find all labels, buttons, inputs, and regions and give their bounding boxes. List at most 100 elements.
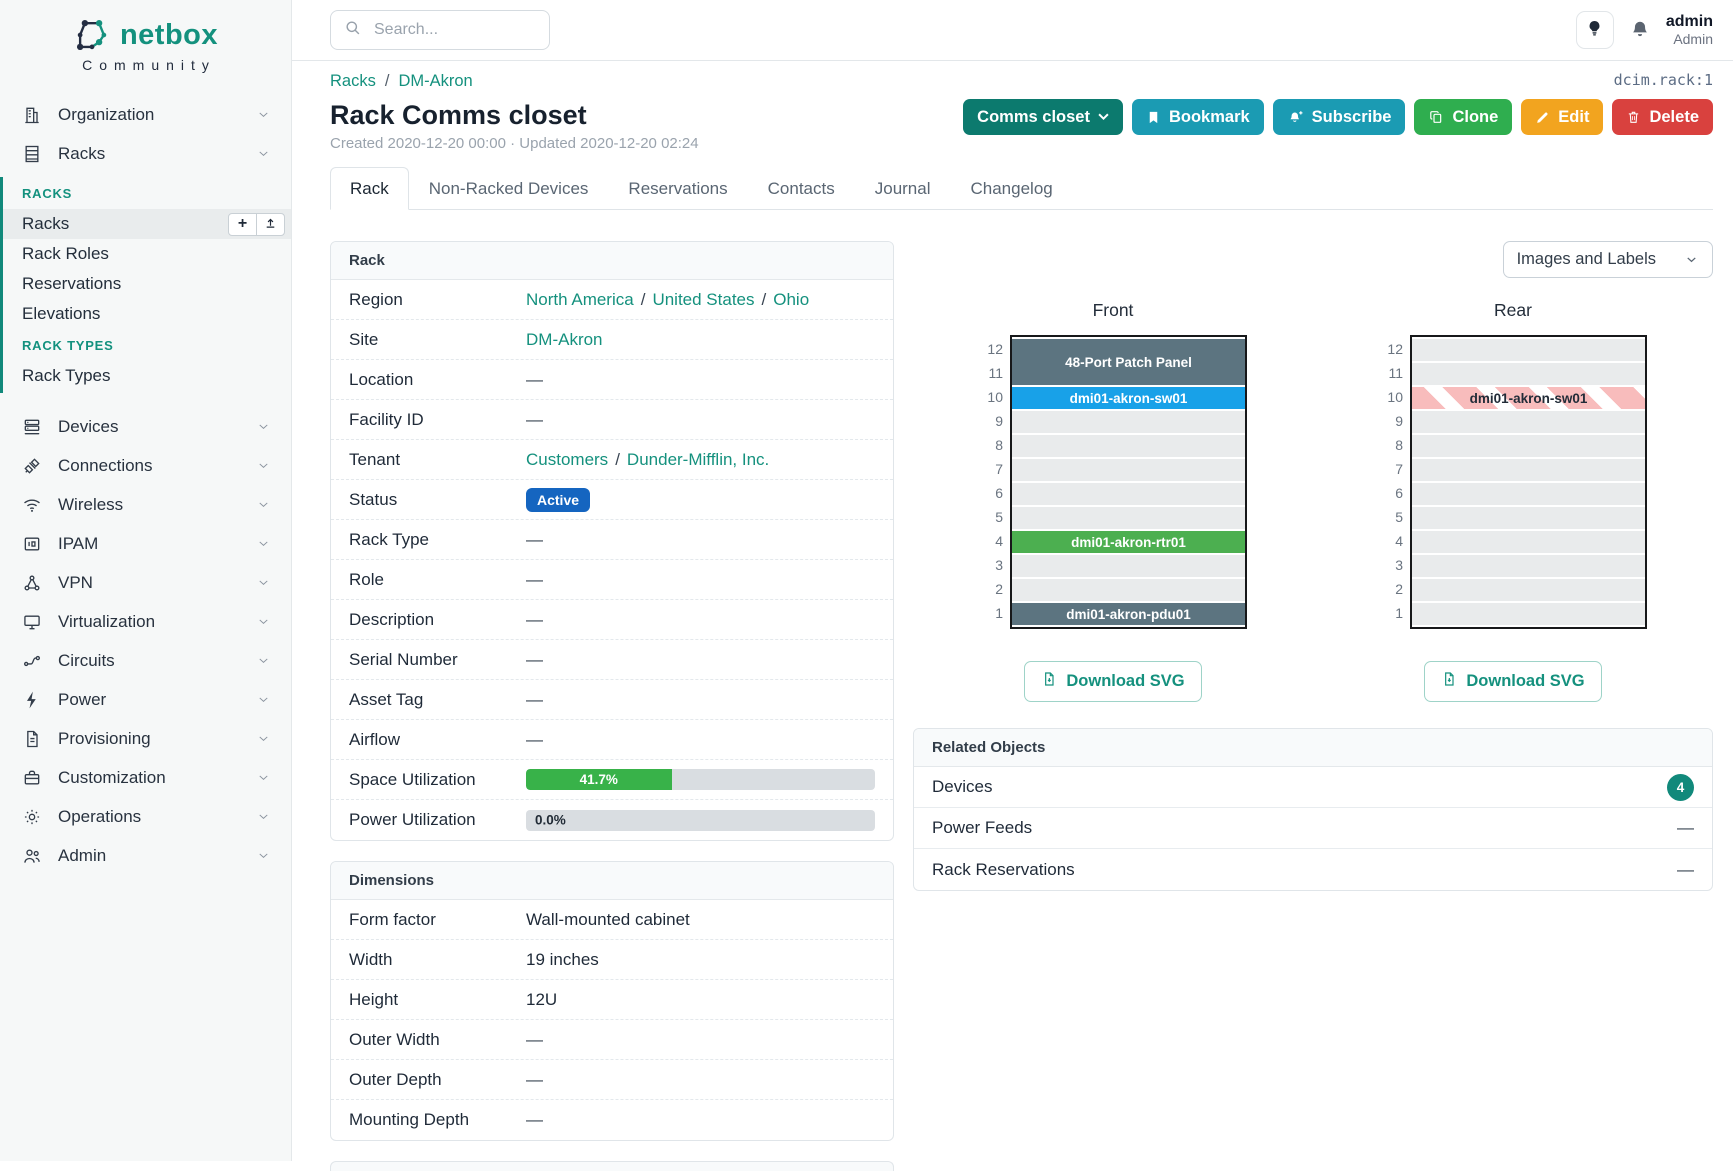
rack-group-dropdown-button[interactable]: Comms closet bbox=[963, 99, 1123, 135]
related-row-rack-reservations[interactable]: Rack Reservations — bbox=[914, 849, 1712, 890]
add-rack-button[interactable]: + bbox=[228, 212, 257, 236]
sidebar-item-organization[interactable]: Organization bbox=[0, 95, 291, 134]
sidebar-item-customization[interactable]: Customization bbox=[0, 758, 291, 797]
breadcrumb-racks[interactable]: Racks bbox=[330, 72, 376, 90]
tenant-link[interactable]: Dunder-Mifflin, Inc. bbox=[626, 449, 770, 469]
sidebar-item-vpn[interactable]: VPN bbox=[0, 563, 291, 602]
region-link-3[interactable]: Ohio bbox=[773, 289, 810, 309]
clone-label: Clone bbox=[1452, 107, 1499, 126]
rack-slot-dmi01-akron-pdu01[interactable]: dmi01-akron-pdu01 bbox=[1012, 603, 1245, 625]
subscribe-button[interactable]: Subscribe bbox=[1272, 99, 1406, 135]
unit-number: 7 bbox=[1395, 461, 1403, 477]
unit-number: 2 bbox=[995, 581, 1003, 597]
elevation-view-select[interactable]: Images and Labels bbox=[1502, 241, 1713, 278]
sidebar-item-wireless[interactable]: Wireless bbox=[0, 485, 291, 524]
edit-label: Edit bbox=[1558, 107, 1590, 126]
related-row-power-feeds[interactable]: Power Feeds — bbox=[914, 808, 1712, 849]
sidebar-item-power[interactable]: Power bbox=[0, 680, 291, 719]
rack-slot-empty-u8[interactable] bbox=[1412, 435, 1645, 457]
sidebar-item-provisioning[interactable]: Provisioning bbox=[0, 719, 291, 758]
sidebar-item-operations[interactable]: Operations bbox=[0, 797, 291, 836]
rack-slot-empty-u12[interactable] bbox=[1412, 339, 1645, 361]
rack-slot-empty-u6[interactable] bbox=[1012, 483, 1245, 505]
chevron-down-icon bbox=[1684, 252, 1699, 267]
brand-subtitle: Community bbox=[82, 57, 216, 73]
info-row-rack-type: Rack Type — bbox=[331, 520, 893, 560]
sidebar-item-admin[interactable]: Admin bbox=[0, 836, 291, 875]
rack-slot-empty-u3[interactable] bbox=[1412, 555, 1645, 577]
sidebar-item-elevations[interactable]: Elevations bbox=[3, 299, 291, 329]
download-svg-front-button[interactable]: Download SVG bbox=[1024, 661, 1202, 702]
rack-slot-empty-u9[interactable] bbox=[1412, 411, 1645, 433]
info-row-height: Height 12U bbox=[331, 980, 893, 1020]
region-link-1[interactable]: North America bbox=[526, 289, 634, 309]
rack-slot-empty-u7[interactable] bbox=[1412, 459, 1645, 481]
sidebar-item-ipam[interactable]: IPAM bbox=[0, 524, 291, 563]
tab-journal[interactable]: Journal bbox=[874, 179, 931, 198]
tab-non-racked-devices[interactable]: Non-Racked Devices bbox=[428, 179, 589, 198]
user-menu[interactable]: admin Admin bbox=[1666, 12, 1713, 48]
power-feeds-count: — bbox=[1677, 818, 1694, 837]
sidebar-item-devices[interactable]: Devices bbox=[0, 407, 291, 446]
bookmark-button[interactable]: Bookmark bbox=[1131, 99, 1264, 135]
rack-slot-empty-u5[interactable] bbox=[1012, 507, 1245, 529]
rack-slot-empty-u4[interactable] bbox=[1412, 531, 1645, 553]
import-racks-button[interactable] bbox=[256, 212, 285, 236]
breadcrumb-separator: / bbox=[384, 72, 390, 90]
sidebar-item-racks[interactable]: Racks bbox=[0, 134, 291, 173]
notifications-button[interactable] bbox=[1629, 19, 1651, 41]
devices-count-badge: 4 bbox=[1667, 773, 1694, 801]
rack-slot-empty-u2[interactable] bbox=[1012, 579, 1245, 601]
value-separator: / bbox=[761, 289, 767, 309]
rack-slot-empty-u8[interactable] bbox=[1012, 435, 1245, 457]
user-role: Admin bbox=[1673, 31, 1713, 48]
sidebar-item-virtualization[interactable]: Virtualization bbox=[0, 602, 291, 641]
sidebar-item-rack-roles[interactable]: Rack Roles bbox=[3, 239, 291, 269]
related-row-devices[interactable]: Devices 4 bbox=[914, 767, 1712, 808]
download-svg-rear-button[interactable]: Download SVG bbox=[1424, 661, 1602, 702]
rack-slot-dmi01-akron-sw01[interactable]: dmi01-akron-sw01 bbox=[1012, 387, 1245, 409]
search-input[interactable] bbox=[372, 20, 536, 40]
sidebar-item-label: Rack Roles bbox=[22, 244, 109, 263]
tenant-group-link[interactable]: Customers bbox=[526, 449, 609, 469]
breadcrumb-site[interactable]: DM-Akron bbox=[398, 72, 473, 90]
rack-slot-empty-u9[interactable] bbox=[1012, 411, 1245, 433]
download-svg-label: Download SVG bbox=[1066, 672, 1185, 690]
tab-contacts[interactable]: Contacts bbox=[767, 179, 835, 198]
subscribe-label: Subscribe bbox=[1311, 107, 1392, 126]
rack-slot-empty-u7[interactable] bbox=[1012, 459, 1245, 481]
theme-toggle-button[interactable] bbox=[1575, 11, 1614, 49]
rack-slot-empty-u11[interactable] bbox=[1412, 363, 1645, 385]
airflow-value: — bbox=[526, 729, 543, 749]
download-svg-label: Download SVG bbox=[1466, 672, 1585, 690]
info-row-serial-number: Serial Number — bbox=[331, 640, 893, 680]
monitor-icon bbox=[22, 612, 42, 632]
rack-slot-empty-u6[interactable] bbox=[1412, 483, 1645, 505]
sidebar-item-racks[interactable]: Racks + bbox=[3, 209, 291, 239]
rack-slot-dmi01-akron-rtr01[interactable]: dmi01-akron-rtr01 bbox=[1012, 531, 1245, 553]
sidebar-item-reservations[interactable]: Reservations bbox=[3, 269, 291, 299]
info-row-airflow: Airflow — bbox=[331, 720, 893, 760]
rack-slot-empty-u2[interactable] bbox=[1412, 579, 1645, 601]
rack-slot-empty-u3[interactable] bbox=[1012, 555, 1245, 577]
site-link[interactable]: DM-Akron bbox=[526, 329, 603, 349]
rack-slot-dmi01-akron-sw01[interactable]: dmi01-akron-sw01 bbox=[1412, 387, 1645, 409]
tab-rack[interactable]: Rack bbox=[330, 167, 409, 210]
rack-slot-empty-u5[interactable] bbox=[1412, 507, 1645, 529]
chevron-down-icon bbox=[256, 497, 271, 512]
clone-button[interactable]: Clone bbox=[1414, 99, 1513, 135]
rack-slot-empty-u1[interactable] bbox=[1412, 603, 1645, 625]
brand[interactable]: netbox Community bbox=[0, 0, 291, 79]
sidebar-item-rack-types[interactable]: Rack Types bbox=[3, 361, 291, 391]
sidebar-item-label: Virtualization bbox=[58, 611, 156, 631]
rack-slot-48-port-patch-panel[interactable]: 48-Port Patch Panel bbox=[1012, 339, 1245, 385]
sidebar-item-circuits[interactable]: Circuits bbox=[0, 641, 291, 680]
delete-button[interactable]: Delete bbox=[1612, 99, 1713, 135]
sidebar-item-connections[interactable]: Connections bbox=[0, 446, 291, 485]
info-row-status: Status Active bbox=[331, 480, 893, 520]
edit-button[interactable]: Edit bbox=[1521, 99, 1604, 135]
tab-changelog[interactable]: Changelog bbox=[970, 179, 1053, 198]
serial-number-label: Serial Number bbox=[349, 649, 458, 669]
region-link-2[interactable]: United States bbox=[652, 289, 755, 309]
tab-reservations[interactable]: Reservations bbox=[628, 179, 728, 198]
